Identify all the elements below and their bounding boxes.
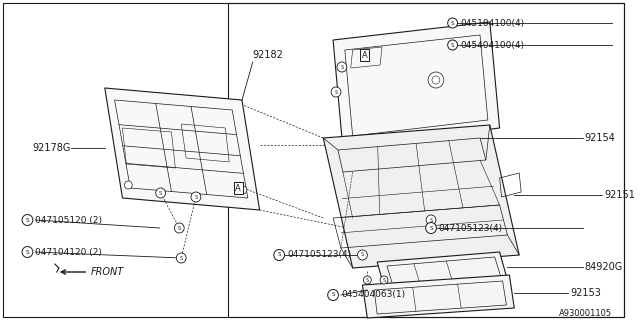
Circle shape — [380, 276, 388, 284]
Text: 045104100(4): 045104100(4) — [460, 19, 525, 28]
Text: S: S — [366, 277, 369, 283]
Text: S: S — [195, 195, 198, 199]
Text: 045404100(4): 045404100(4) — [460, 41, 524, 50]
Text: S: S — [178, 226, 181, 230]
Text: A: A — [235, 183, 241, 193]
Polygon shape — [362, 275, 515, 318]
Circle shape — [124, 181, 132, 189]
Text: S: S — [383, 277, 385, 283]
Circle shape — [426, 222, 436, 234]
Text: S: S — [429, 218, 433, 222]
Text: S: S — [335, 90, 337, 94]
Circle shape — [239, 186, 247, 194]
Circle shape — [448, 18, 458, 28]
Text: 047105120 (2): 047105120 (2) — [35, 215, 102, 225]
Text: S: S — [340, 65, 344, 69]
Circle shape — [448, 40, 458, 50]
Text: S: S — [277, 252, 281, 258]
Text: S: S — [26, 218, 29, 222]
Text: S: S — [180, 255, 183, 260]
Text: FRONT: FRONT — [91, 267, 124, 277]
Circle shape — [177, 253, 186, 263]
Circle shape — [328, 290, 339, 300]
Text: 047105123(4): 047105123(4) — [287, 251, 351, 260]
Polygon shape — [377, 252, 508, 290]
Text: 92151: 92151 — [604, 190, 636, 200]
Text: S: S — [159, 190, 162, 196]
Text: 92178G: 92178G — [32, 143, 70, 153]
Circle shape — [364, 276, 371, 284]
Circle shape — [191, 192, 201, 202]
Text: 84920G: 84920G — [585, 262, 623, 272]
Polygon shape — [323, 125, 519, 268]
Text: S: S — [451, 43, 454, 47]
Circle shape — [428, 72, 444, 88]
Text: A: A — [362, 51, 367, 60]
Circle shape — [22, 214, 33, 226]
Text: S: S — [361, 252, 364, 258]
Circle shape — [358, 250, 367, 260]
Text: 047104120 (2): 047104120 (2) — [35, 247, 102, 257]
Polygon shape — [105, 88, 260, 210]
Circle shape — [156, 188, 166, 198]
Circle shape — [337, 62, 347, 72]
Text: 047105123(4): 047105123(4) — [439, 223, 503, 233]
Circle shape — [426, 215, 436, 225]
Text: S: S — [332, 292, 335, 298]
Circle shape — [274, 250, 285, 260]
Polygon shape — [333, 22, 500, 148]
Circle shape — [174, 223, 184, 233]
Text: S: S — [26, 250, 29, 254]
Text: S: S — [429, 226, 433, 230]
Text: 92154: 92154 — [585, 133, 616, 143]
Bar — [228, 3, 624, 317]
Circle shape — [432, 76, 440, 84]
Text: A930001105: A930001105 — [559, 308, 612, 317]
Circle shape — [22, 246, 33, 258]
Text: 92153: 92153 — [570, 288, 601, 298]
Text: 92182: 92182 — [253, 50, 284, 60]
Circle shape — [331, 87, 341, 97]
Text: S: S — [451, 20, 454, 26]
Text: 045404063(1): 045404063(1) — [341, 291, 405, 300]
